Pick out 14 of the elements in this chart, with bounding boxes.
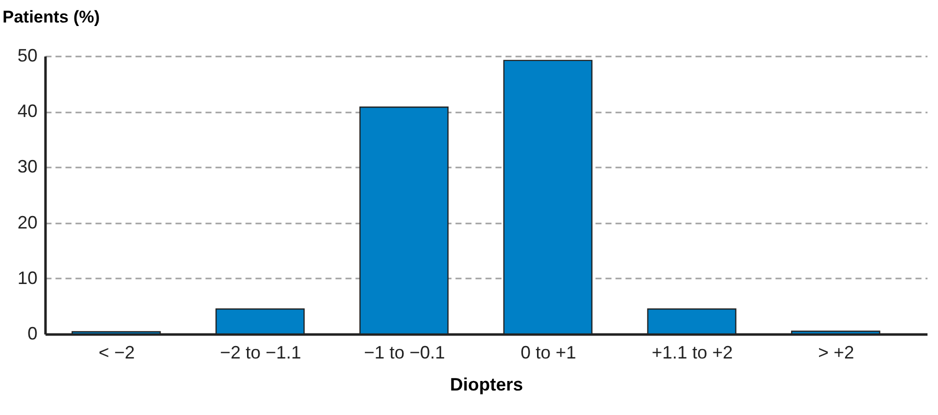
y-tick-label: 50 bbox=[17, 46, 38, 66]
y-tick-label: 0 bbox=[27, 324, 38, 344]
x-tick-label: −2 to −1.1 bbox=[220, 342, 302, 362]
y-axis-title: Patients (%) bbox=[2, 8, 100, 26]
x-tick-label: +1.1 to +2 bbox=[652, 342, 733, 362]
y-tick-label: 40 bbox=[17, 101, 38, 122]
x-axis-title: Diopters bbox=[450, 374, 524, 394]
x-tick-label: < −2 bbox=[98, 342, 135, 362]
x-tick-label: −1 to −0.1 bbox=[364, 342, 446, 362]
y-tick-label: 10 bbox=[17, 268, 38, 288]
x-tick-label: 0 to +1 bbox=[520, 342, 576, 362]
y-tick-label: 20 bbox=[17, 212, 38, 232]
x-tick-label: > +2 bbox=[818, 342, 854, 362]
y-tick-label: 30 bbox=[17, 156, 38, 177]
